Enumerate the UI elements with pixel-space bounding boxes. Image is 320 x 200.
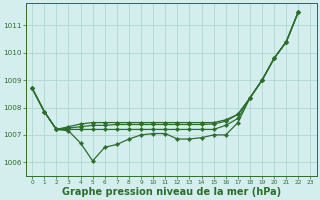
X-axis label: Graphe pression niveau de la mer (hPa): Graphe pression niveau de la mer (hPa): [62, 187, 281, 197]
